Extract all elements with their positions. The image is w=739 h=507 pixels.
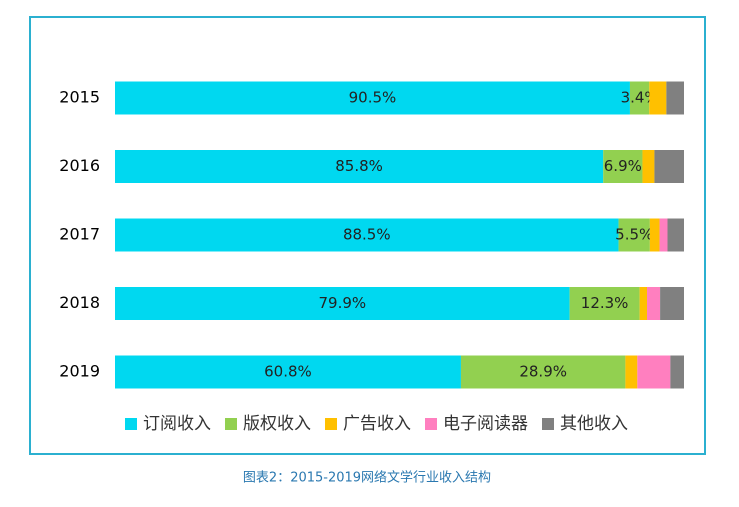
- bar-segment: [642, 150, 655, 183]
- legend-label: 其他收入: [560, 414, 628, 434]
- legend-swatch: [425, 418, 437, 430]
- legend-swatch: [542, 418, 554, 430]
- bar-segment: [115, 81, 630, 115]
- bar-segment: [115, 218, 619, 252]
- bar-segment: [654, 150, 684, 183]
- bar-segment: [625, 355, 638, 389]
- data-label: 79.9%: [318, 294, 366, 312]
- data-label: 88.5%: [343, 226, 391, 244]
- y-tick-label: 2016: [59, 156, 100, 175]
- data-label: 6.9%: [604, 157, 642, 175]
- bar-segment: [603, 150, 643, 183]
- bar-segment: [649, 81, 667, 115]
- data-label: 60.8%: [264, 363, 312, 381]
- legend-swatch: [225, 418, 237, 430]
- bar-segment: [115, 355, 461, 389]
- legend-swatch: [125, 418, 137, 430]
- data-label: 85.8%: [335, 157, 383, 175]
- y-tick-label: 2015: [59, 88, 100, 107]
- data-label: 5.5%: [615, 226, 653, 244]
- data-label: 3.4%: [621, 89, 659, 107]
- bar-segment: [637, 355, 671, 389]
- legend-label: 电子阅读器: [443, 414, 528, 434]
- bar-segment: [660, 287, 684, 320]
- bar-segment: [639, 287, 648, 320]
- legend-label: 广告收入: [343, 414, 411, 434]
- legend-swatch: [325, 418, 337, 430]
- bar-segment: [666, 81, 684, 115]
- bar-segment: [460, 355, 626, 389]
- chart-title: 图表2：2015-2019网络文学行业收入结构: [243, 470, 491, 486]
- bar-segment: [115, 150, 604, 183]
- bar-segment: [115, 287, 570, 320]
- bar-segment: [667, 218, 684, 252]
- data-label: 90.5%: [349, 89, 397, 107]
- y-tick-label: 2019: [59, 362, 100, 381]
- y-tick-label: 2017: [59, 225, 100, 244]
- bar-segment: [670, 355, 684, 389]
- bar-segment: [647, 287, 661, 320]
- bar-segment: [569, 287, 640, 320]
- bar-segment: [618, 218, 650, 252]
- legend-label: 订阅收入: [143, 414, 211, 434]
- legend-label: 版权收入: [243, 414, 311, 434]
- bar-segment: [629, 81, 650, 115]
- bar-segment: [659, 218, 668, 252]
- data-label: 28.9%: [519, 363, 567, 381]
- y-tick-label: 2018: [59, 293, 100, 312]
- bar-segment: [649, 218, 660, 252]
- data-label: 12.3%: [581, 294, 629, 312]
